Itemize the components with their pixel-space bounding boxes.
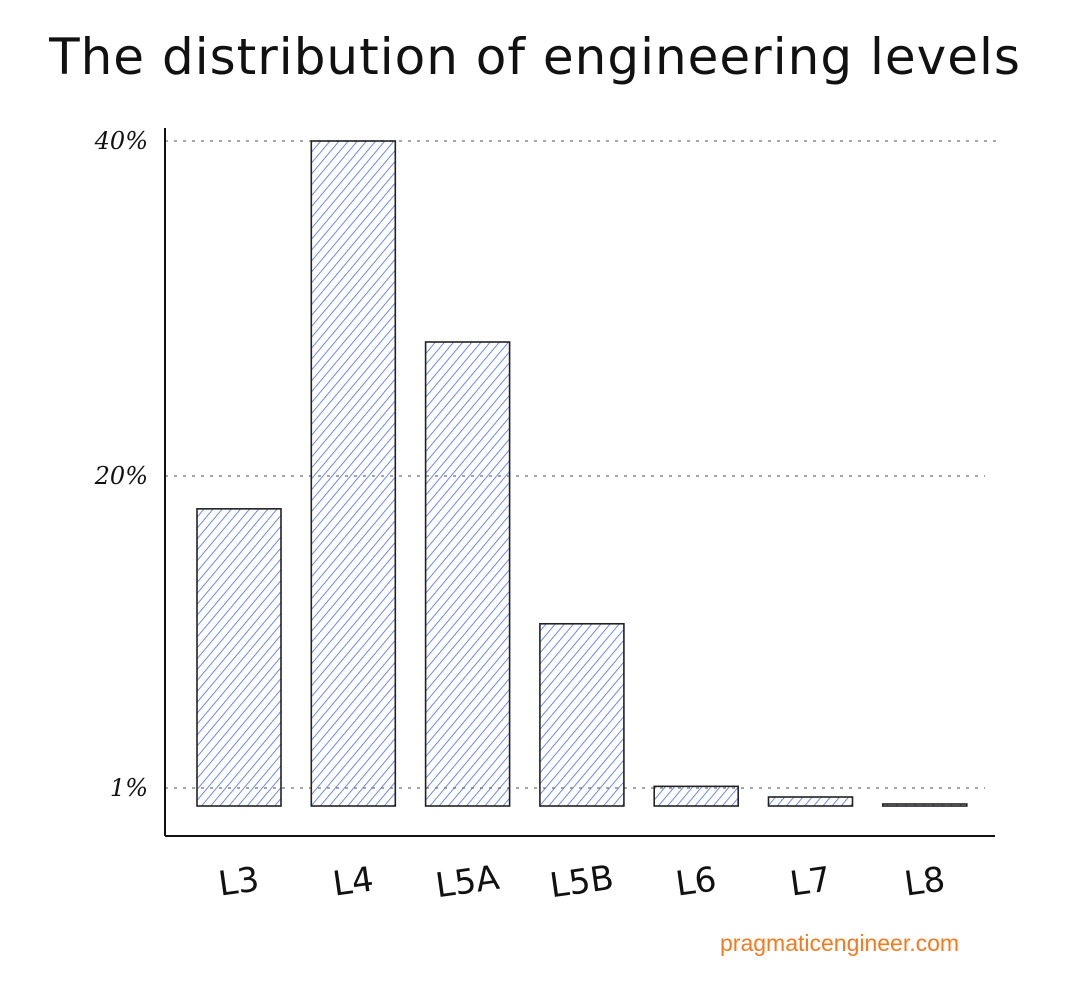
x-category-label: L6 — [673, 859, 719, 904]
gridlines — [165, 140, 1000, 789]
x-category-label: L3 — [216, 859, 262, 904]
bar-l7 — [767, 796, 854, 807]
x-category-label: L7 — [787, 859, 833, 904]
y-tick-label: 1% — [110, 774, 148, 802]
x-category-label: L5A — [433, 858, 502, 906]
bar-l5a — [424, 341, 511, 807]
axes — [164, 128, 995, 837]
x-category-label: L5B — [547, 858, 616, 907]
bar-l3 — [196, 508, 282, 807]
x-category-labels: L3 L4 L5A L5B L6 L7 L8 — [216, 858, 948, 907]
x-category-label: L8 — [902, 859, 948, 904]
y-tick-label: 40% — [94, 127, 148, 155]
chart-title: The distribution of engineering levels — [49, 28, 1021, 86]
bar-l5b — [539, 622, 625, 807]
bars — [196, 140, 968, 807]
bar-l6 — [653, 785, 740, 807]
source-credit: pragmaticengineer.com — [720, 930, 960, 956]
y-tick-label: 20% — [94, 462, 148, 490]
y-tick-labels: 40% 20% 1% — [94, 127, 148, 802]
bar-l8 — [881, 803, 968, 807]
bar-l4 — [310, 140, 397, 807]
x-category-label: L4 — [330, 859, 376, 904]
